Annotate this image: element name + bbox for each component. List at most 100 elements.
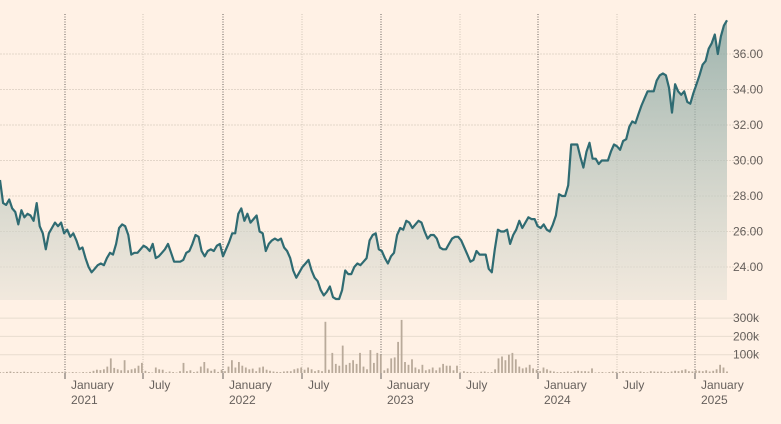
- volume-bar: [123, 360, 126, 373]
- volume-bar: [193, 372, 195, 373]
- volume-bar: [58, 372, 60, 373]
- volume-bar: [289, 371, 292, 373]
- volume-bar: [217, 371, 219, 373]
- volume-bar: [182, 362, 185, 373]
- volume-bar: [418, 369, 420, 373]
- volume-bar: [684, 369, 687, 373]
- volume-bar: [435, 370, 438, 373]
- x-tick-label: July: [466, 378, 487, 392]
- volume-bar: [726, 371, 728, 373]
- x-tick-year: 2022: [229, 393, 256, 407]
- volume-bar: [694, 370, 697, 373]
- volume-bar: [556, 372, 559, 373]
- volume-bar: [265, 369, 268, 373]
- volume-bar: [629, 371, 631, 373]
- x-tick-label: July: [623, 378, 644, 392]
- volume-bar: [109, 358, 112, 373]
- volume-bar: [317, 370, 320, 373]
- volume-bar: [428, 369, 431, 373]
- volume-bar: [622, 371, 624, 373]
- volume-bar: [553, 371, 555, 373]
- volume-bar: [369, 350, 372, 373]
- volume-bar: [328, 369, 330, 373]
- volume-bar: [712, 370, 715, 373]
- volume-bar: [89, 371, 91, 373]
- volume-bar: [199, 366, 202, 373]
- volume-bar: [296, 368, 299, 373]
- volume-bar: [345, 364, 348, 373]
- volume-bar: [51, 371, 53, 373]
- volume-bar: [141, 362, 143, 373]
- x-tick-year: 2025: [701, 393, 728, 407]
- volume-bar: [670, 371, 673, 373]
- volume-bar: [92, 370, 95, 373]
- volume-bar: [618, 371, 621, 373]
- volume-bar: [203, 362, 206, 373]
- volume-bar: [514, 359, 517, 373]
- volume-bar: [352, 360, 354, 373]
- price-tick-label: 30.00: [733, 154, 763, 168]
- price-line: [0, 19, 728, 301]
- x-tick-year: 2023: [387, 393, 414, 407]
- volume-bar: [137, 365, 140, 373]
- volume-bar: [449, 365, 451, 373]
- volume-bar: [321, 371, 323, 373]
- volume-bar: [283, 371, 285, 373]
- volume-bar: [643, 372, 645, 373]
- volume-bar: [82, 372, 84, 373]
- volume-tick-label: 100k: [733, 348, 760, 362]
- volume-bar: [227, 366, 230, 373]
- volume-bar: [504, 360, 507, 373]
- volume-bar: [99, 370, 102, 373]
- x-tick-label: July: [149, 378, 170, 392]
- volume-bar: [231, 360, 233, 373]
- volume-bar: [653, 371, 656, 373]
- volume-bar: [64, 372, 67, 373]
- volume-bar: [636, 372, 638, 373]
- volume-bar: [708, 371, 711, 373]
- volume-bar: [310, 369, 313, 373]
- x-tick-label: January: [701, 378, 744, 392]
- x-tick-label: July: [308, 378, 329, 392]
- volume-bar: [224, 371, 226, 373]
- volume-bar: [303, 369, 306, 373]
- volume-bar: [26, 372, 29, 373]
- price-tick-label: 24.00: [733, 260, 763, 274]
- volume-bar: [113, 367, 116, 373]
- volume-bar: [535, 369, 538, 373]
- volume-bar: [604, 372, 607, 373]
- volume-bar: [573, 371, 576, 373]
- volume-bar: [116, 369, 119, 373]
- volume-bar: [549, 370, 552, 373]
- volume-bar: [324, 321, 327, 373]
- volume-bar: [75, 372, 78, 373]
- volume-bar: [348, 362, 351, 373]
- volume-bar: [577, 370, 579, 373]
- volume-bar: [559, 372, 562, 373]
- volume-bar: [525, 367, 528, 373]
- volume-bar: [379, 354, 382, 373]
- volume-bar: [663, 371, 666, 373]
- volume-bar: [528, 364, 531, 373]
- volume-bar: [501, 356, 503, 373]
- volume-bar: [206, 368, 209, 373]
- volume-bar: [47, 372, 50, 373]
- volume-bar: [44, 372, 46, 373]
- volume-bar: [33, 372, 36, 373]
- volume-bar: [598, 372, 600, 373]
- volume-bar: [431, 367, 434, 373]
- volume-bar: [463, 371, 465, 373]
- volume-bar: [341, 345, 344, 373]
- volume-bar: [719, 364, 721, 373]
- volume-bar: [591, 368, 593, 373]
- volume-bar: [85, 372, 88, 373]
- volume-bar: [383, 370, 386, 373]
- volume-bar: [37, 372, 39, 373]
- volume-bar: [19, 372, 22, 373]
- volume-bar: [213, 369, 216, 373]
- volume-bar: [584, 371, 586, 373]
- volume-bar: [594, 372, 597, 373]
- volume-bar: [161, 369, 164, 373]
- volume-bar: [688, 371, 690, 373]
